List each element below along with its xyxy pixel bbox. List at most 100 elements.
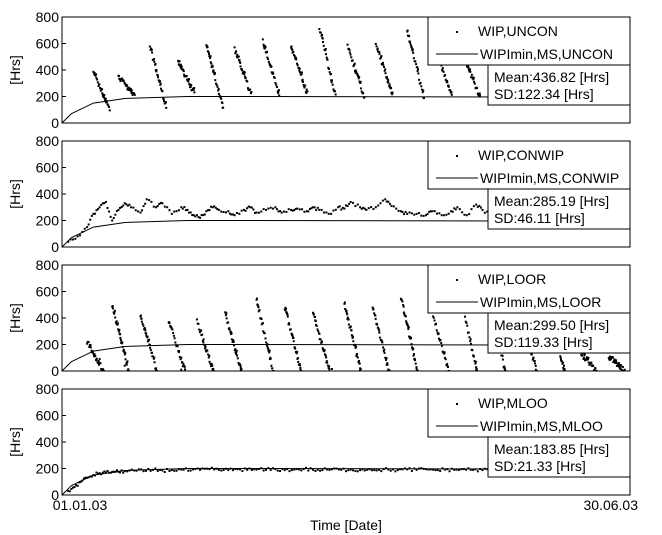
- data-point: [95, 471, 98, 474]
- data-point: [83, 227, 86, 230]
- data-point: [610, 357, 613, 360]
- data-point: [396, 469, 399, 472]
- data-point: [93, 474, 96, 477]
- data-point: [623, 368, 626, 371]
- data-point: [74, 237, 77, 240]
- data-point: [329, 73, 332, 76]
- data-point: [129, 87, 132, 90]
- data-point: [583, 354, 586, 357]
- data-point: [101, 471, 104, 474]
- data-point: [401, 300, 404, 303]
- data-point: [450, 91, 453, 94]
- data-point: [376, 326, 379, 329]
- data-point: [318, 28, 321, 31]
- data-point: [453, 207, 456, 210]
- data-point: [130, 89, 133, 92]
- data-point: [358, 75, 361, 78]
- data-point: [410, 343, 413, 346]
- data-point: [207, 51, 210, 54]
- data-point: [117, 470, 120, 473]
- data-point: [457, 468, 460, 471]
- data-point: [134, 209, 137, 212]
- data-point: [269, 356, 272, 359]
- data-point: [326, 364, 329, 367]
- data-point: [356, 75, 359, 78]
- data-point: [179, 358, 182, 361]
- data-point: [269, 468, 272, 471]
- data-point: [123, 364, 126, 367]
- y-tick-label: 0: [51, 115, 59, 131]
- data-point: [463, 213, 466, 216]
- y-tick-label: 800: [36, 9, 60, 25]
- data-point: [475, 368, 478, 371]
- data-point: [159, 87, 162, 90]
- data-point: [130, 91, 133, 94]
- data-point: [611, 356, 614, 359]
- data-point: [212, 369, 215, 371]
- data-point: [313, 206, 316, 209]
- data-point: [301, 208, 304, 211]
- data-point: [345, 470, 347, 473]
- data-point: [374, 206, 377, 209]
- data-point: [111, 307, 114, 310]
- data-point: [257, 467, 260, 470]
- data-point: [192, 214, 195, 217]
- data-point: [417, 467, 420, 470]
- data-point: [359, 87, 362, 90]
- data-point: [302, 468, 305, 471]
- data-point: [337, 206, 340, 209]
- data-point: [342, 467, 345, 470]
- data-point: [104, 200, 107, 203]
- data-point: [121, 345, 124, 348]
- data-point: [269, 64, 272, 67]
- data-point: [113, 309, 116, 312]
- data-point: [135, 469, 138, 472]
- data-point: [192, 88, 195, 91]
- data-point: [349, 468, 352, 471]
- data-point: [148, 338, 151, 341]
- data-point: [322, 44, 325, 47]
- data-point: [236, 468, 239, 471]
- data-point: [402, 311, 405, 314]
- data-point: [316, 206, 319, 209]
- data-point: [361, 468, 364, 471]
- data-point: [272, 370, 275, 371]
- data-point: [73, 486, 76, 489]
- data-point: [176, 344, 179, 347]
- data-point: [390, 91, 393, 94]
- data-point: [363, 469, 366, 472]
- data-point: [149, 469, 152, 472]
- data-point: [380, 470, 383, 473]
- data-point: [289, 328, 292, 331]
- data-point: [587, 356, 590, 359]
- data-point: [429, 468, 432, 471]
- data-point: [177, 209, 180, 212]
- data-point: [188, 211, 191, 214]
- data-point: [470, 73, 473, 76]
- data-point: [233, 344, 236, 347]
- data-point: [155, 206, 158, 209]
- data-point: [261, 322, 264, 325]
- data-point: [95, 209, 98, 212]
- data-point: [177, 468, 180, 471]
- data-point: [214, 79, 217, 82]
- data-point: [378, 331, 381, 334]
- data-point: [203, 344, 206, 347]
- data-point: [257, 306, 260, 309]
- legend: [427, 388, 631, 438]
- data-point: [188, 83, 191, 86]
- data-point: [300, 469, 303, 472]
- data-point: [385, 358, 388, 361]
- data-point: [204, 345, 207, 348]
- data-point: [534, 362, 537, 365]
- data-point: [232, 469, 235, 472]
- data-point: [208, 55, 211, 58]
- data-point: [267, 57, 270, 60]
- data-point: [447, 84, 450, 87]
- data-point: [386, 77, 389, 80]
- data-point: [119, 80, 122, 83]
- data-point: [171, 328, 174, 331]
- data-point: [141, 209, 144, 212]
- data-point: [257, 305, 260, 308]
- data-point: [486, 468, 489, 471]
